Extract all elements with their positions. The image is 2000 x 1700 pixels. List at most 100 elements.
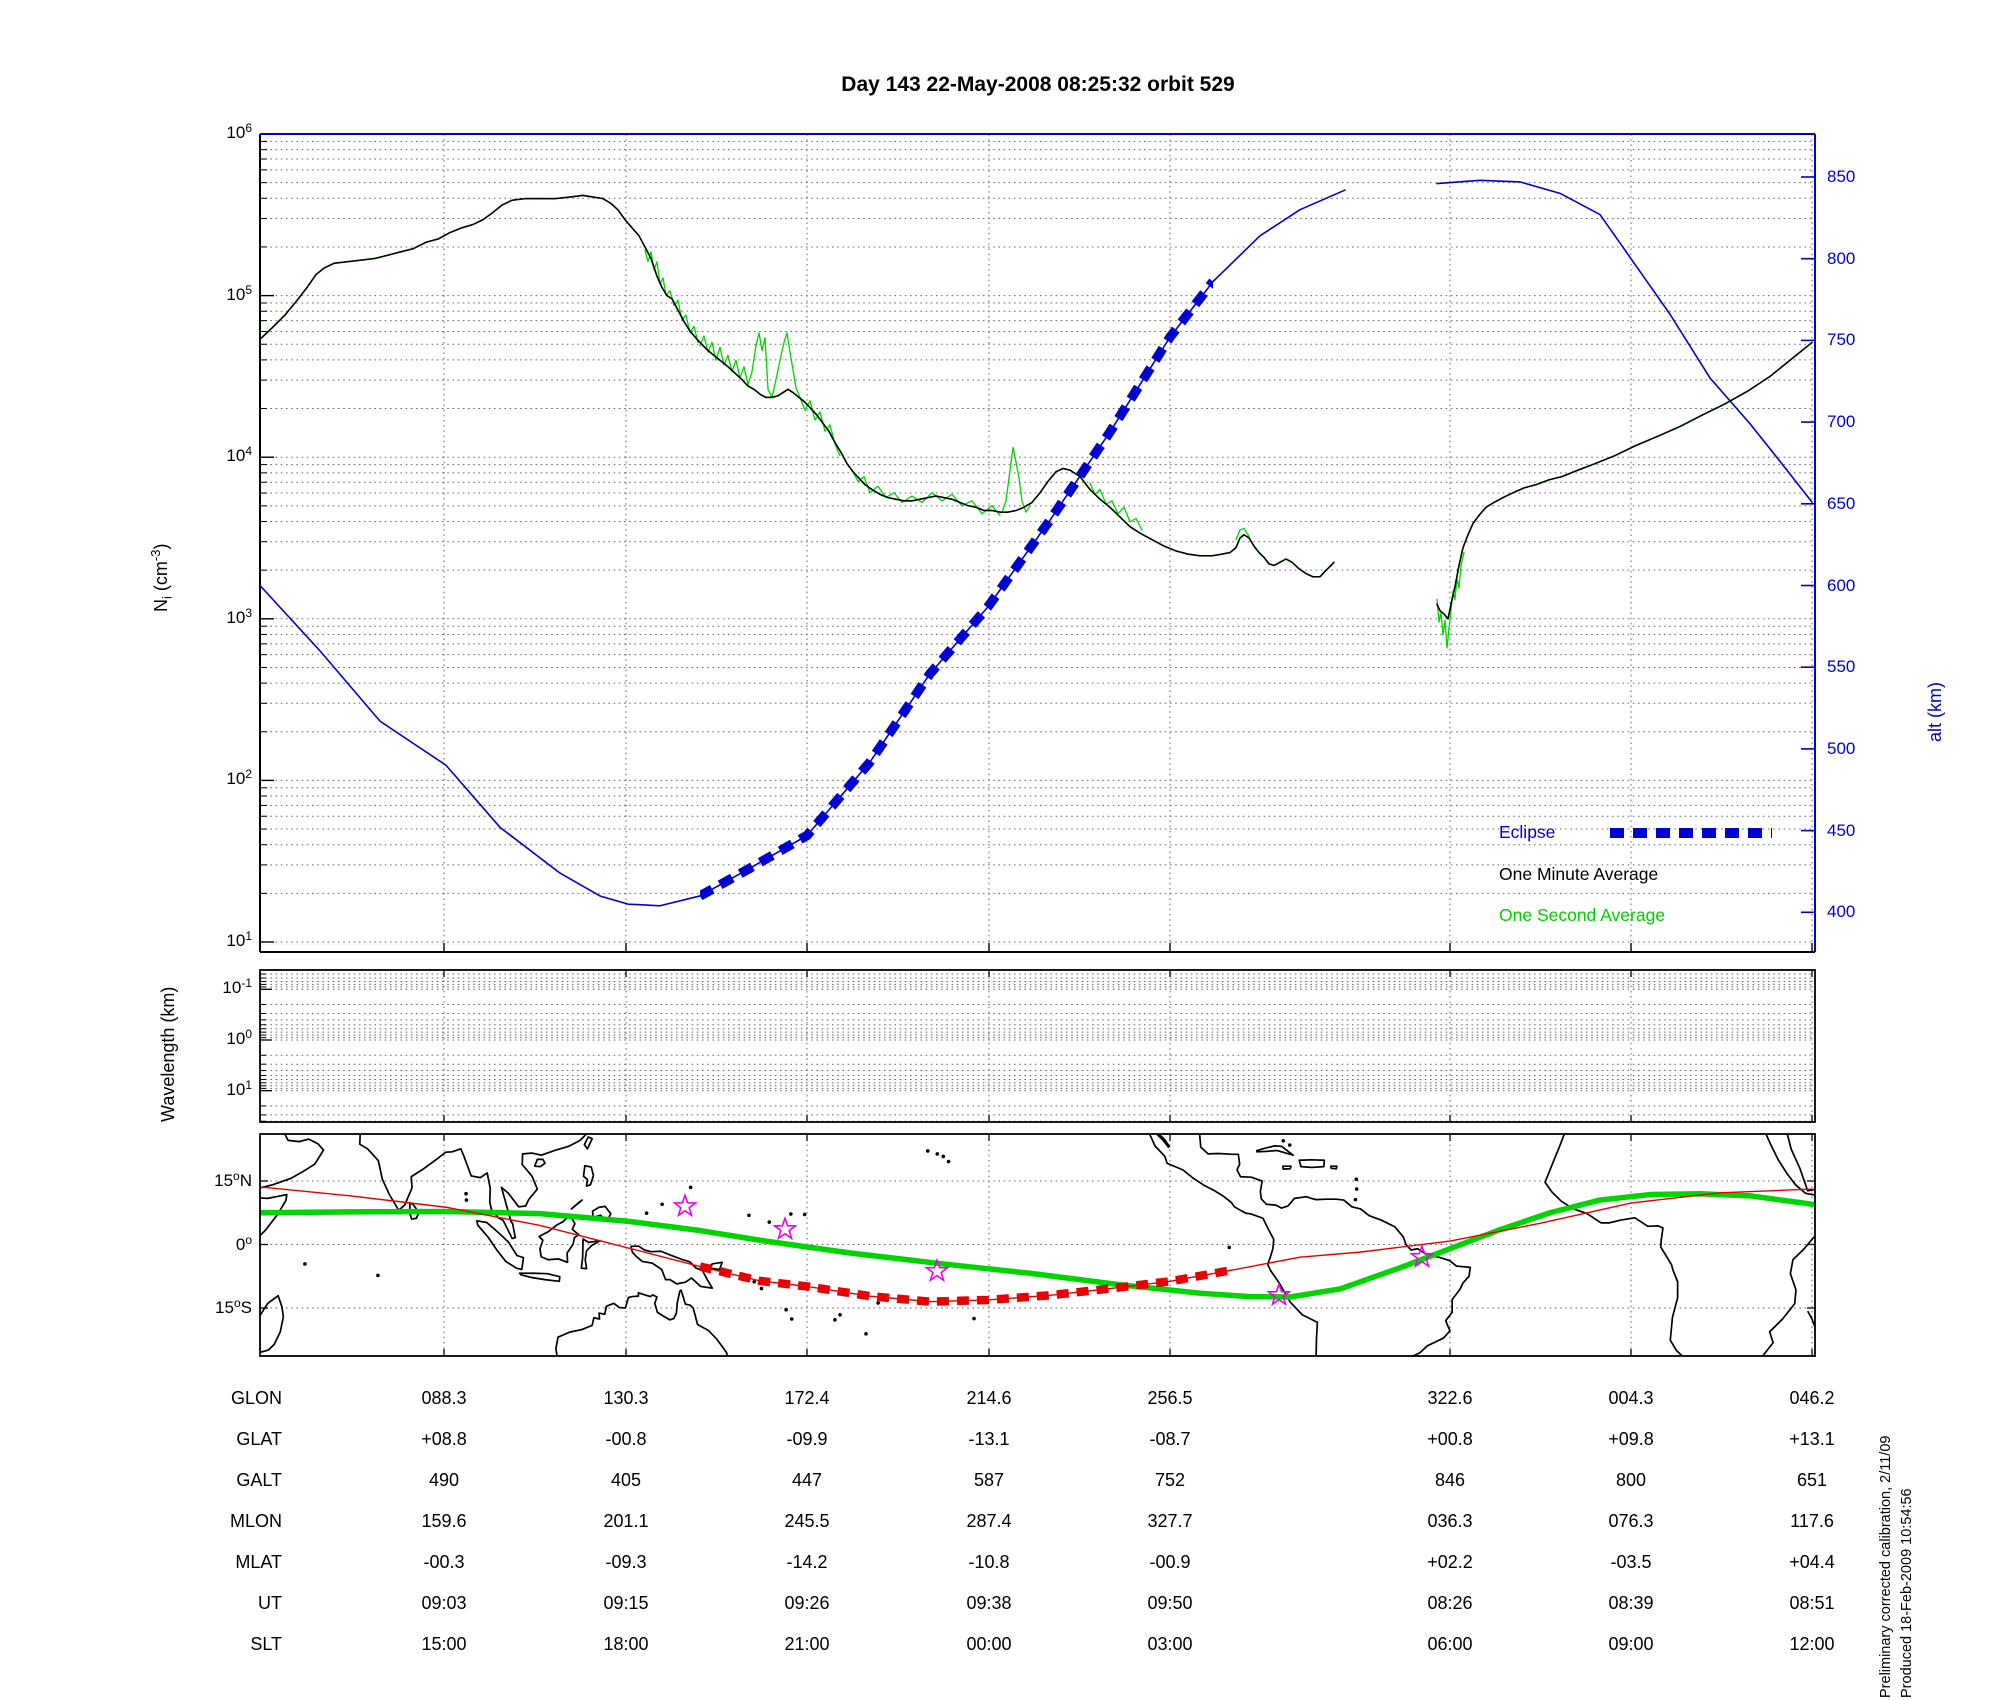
table-cell: 327.7: [1147, 1511, 1193, 1531]
table-cell: 214.6: [966, 1388, 1012, 1408]
wavelength-tick-label: 100: [226, 1027, 252, 1048]
island-dot: [789, 1212, 793, 1216]
one-second-average-spikes: [799, 396, 841, 457]
island-dot: [303, 1262, 307, 1266]
density-tick-label: 104: [226, 444, 252, 466]
table-cell: -00.9: [1149, 1552, 1191, 1572]
altitude-curve: [1436, 179, 1813, 503]
table-cell: 09:38: [966, 1593, 1012, 1613]
table-cell: -09.3: [605, 1552, 647, 1572]
island-dot: [789, 1317, 794, 1321]
table-cell: 287.4: [966, 1511, 1012, 1531]
island-dot: [1354, 1187, 1359, 1191]
ground-station-star: [772, 1215, 798, 1241]
coastline: [1329, 1165, 1338, 1170]
table-cell: 036.3: [1427, 1511, 1473, 1531]
eclipse-dashes: [700, 278, 1213, 901]
coastline: [583, 1136, 594, 1150]
density-altitude-series: [260, 179, 1813, 907]
map-lat-tick-label: 15oN: [214, 1169, 252, 1190]
table-cell: 00:00: [966, 1634, 1012, 1654]
island-dot: [941, 1154, 946, 1159]
legend-one-second-label: One Second Average: [1499, 905, 1666, 925]
table-cell: -08.7: [1149, 1429, 1191, 1449]
alt-tick-label: 500: [1827, 738, 1856, 758]
coastline: [1765, 1134, 1815, 1196]
table-cell: +08.8: [421, 1429, 467, 1449]
table-row-label: GALT: [236, 1470, 282, 1490]
coastline: [1281, 1165, 1292, 1170]
density-tick-label: 105: [226, 282, 252, 304]
table-row-label: GLON: [230, 1388, 282, 1408]
table-cell: 08:26: [1427, 1593, 1473, 1613]
density-tick-label: 106: [226, 121, 252, 142]
coastline: [1155, 1134, 1171, 1148]
table-cell: 752: [1154, 1470, 1186, 1490]
table-cell: 405: [610, 1470, 642, 1490]
table-cell: 587: [973, 1470, 1005, 1490]
wavelength-axis-label: Wavelength (km): [158, 986, 178, 1122]
table-cell: 256.5: [1147, 1388, 1193, 1408]
coastline: [475, 1219, 525, 1271]
island-dot: [946, 1159, 951, 1164]
table-cell: 159.6: [421, 1511, 467, 1531]
table-cell: -00.8: [605, 1429, 647, 1449]
map-lat-tick-label: 0o: [235, 1232, 252, 1254]
alt-tick-label: 550: [1827, 657, 1856, 677]
table-cell: +09.8: [1608, 1429, 1654, 1449]
island-dot: [376, 1273, 380, 1278]
alt-tick-label: 850: [1827, 167, 1856, 186]
alt-tick-label: 600: [1827, 575, 1856, 595]
ground-station-star: [1266, 1281, 1292, 1307]
coastline: [1807, 1310, 1815, 1327]
table-cell: 201.1: [603, 1511, 649, 1531]
island-dot: [1354, 1177, 1359, 1182]
table-cell: 117.6: [1790, 1511, 1834, 1531]
island-dot: [833, 1318, 837, 1322]
one-second-average-spikes: [1436, 551, 1465, 649]
table-cell: 046.2: [1789, 1388, 1835, 1408]
side-note-2: Produced 18-Feb-2009 10:54:56: [1899, 1488, 1915, 1698]
table-cell: 172.4: [784, 1388, 830, 1408]
table-cell: 15:00: [421, 1634, 467, 1654]
island-dot: [838, 1312, 842, 1317]
island-dot: [972, 1316, 976, 1321]
table-cell: 09:50: [1147, 1593, 1193, 1613]
one-second-average-spikes: [771, 332, 801, 399]
table-row-label: GLAT: [236, 1429, 282, 1449]
island-dot: [644, 1211, 649, 1215]
coastline: [1761, 1235, 1815, 1356]
island-dot: [464, 1191, 468, 1196]
page-title: Day 143 22-May-2008 08:25:32 orbit 529: [841, 73, 1235, 96]
alt-tick-label: 400: [1827, 902, 1856, 922]
coastline: [260, 1134, 325, 1189]
table-cell: 490: [428, 1470, 460, 1490]
island-dot: [1227, 1245, 1232, 1250]
table-cell: +04.4: [1789, 1552, 1835, 1572]
island-dot: [747, 1213, 751, 1218]
table-cell: +02.2: [1427, 1552, 1473, 1572]
island-dot: [802, 1212, 807, 1217]
side-note-1: Preliminary corrected calibration, 2/11/…: [1878, 1435, 1894, 1698]
island-dot: [864, 1332, 868, 1336]
table-cell: 846: [1434, 1470, 1466, 1490]
alt-tick-label: 700: [1827, 412, 1856, 432]
table-cell: 130.3: [603, 1388, 649, 1408]
island-dot: [759, 1286, 764, 1291]
coastline: [533, 1158, 546, 1168]
density-tick-label: 102: [226, 767, 252, 789]
table-cell: 09:00: [1608, 1634, 1654, 1654]
coastline: [260, 1294, 285, 1353]
one-second-average-spikes: [1001, 446, 1031, 513]
table-row-label: UT: [258, 1593, 282, 1613]
coastline: [570, 1199, 584, 1210]
mag-equator-line: [260, 1190, 1815, 1300]
table-cell: 322.6: [1427, 1388, 1473, 1408]
one-minute-average-curve: [260, 194, 1335, 578]
alt-tick-label: 750: [1827, 330, 1856, 350]
table-cell: 08:51: [1789, 1593, 1835, 1613]
table-cell: -14.2: [786, 1552, 828, 1572]
table-cell: 18:00: [603, 1634, 649, 1654]
